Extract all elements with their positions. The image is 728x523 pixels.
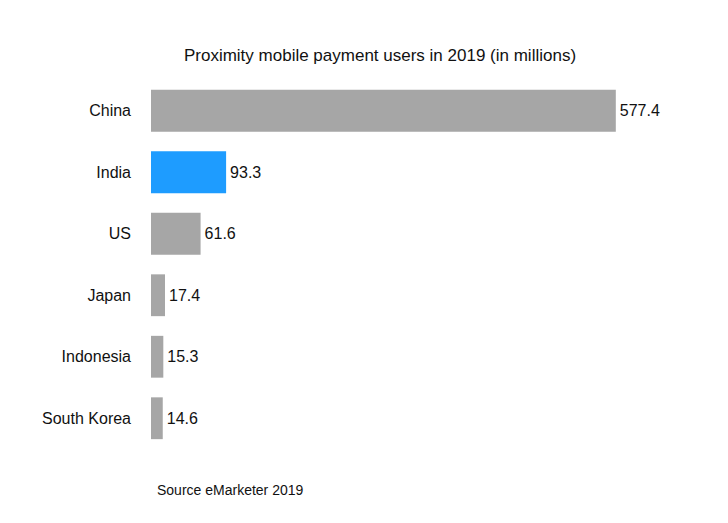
svg-text:Japan: Japan — [87, 287, 131, 304]
svg-text:US: US — [109, 225, 131, 242]
svg-text:India: India — [96, 164, 131, 181]
svg-text:South Korea: South Korea — [42, 410, 131, 427]
svg-text:15.3: 15.3 — [167, 348, 198, 365]
svg-text:61.6: 61.6 — [205, 225, 236, 242]
svg-text:14.6: 14.6 — [167, 410, 198, 427]
svg-text:China: China — [89, 102, 131, 119]
svg-text:Proximity mobile payment users: Proximity mobile payment users in 2019 (… — [184, 46, 576, 65]
svg-text:Source eMarketer 2019: Source eMarketer 2019 — [157, 482, 304, 498]
svg-text:17.4: 17.4 — [169, 287, 200, 304]
svg-text:577.4: 577.4 — [620, 102, 660, 119]
svg-text:93.3: 93.3 — [230, 164, 261, 181]
svg-text:Indonesia: Indonesia — [62, 348, 131, 365]
